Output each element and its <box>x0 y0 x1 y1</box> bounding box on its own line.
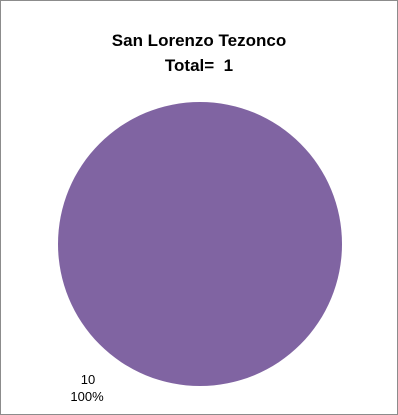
chart-title: San Lorenzo Tezonco <box>111 31 287 50</box>
pie-slices <box>58 102 342 386</box>
slice-value-label: 10 <box>80 372 96 387</box>
slice-percent-label: 100% <box>70 389 104 404</box>
chart-subtitle: Total= 1 <box>164 56 234 75</box>
pie-slice-0 <box>58 102 342 386</box>
